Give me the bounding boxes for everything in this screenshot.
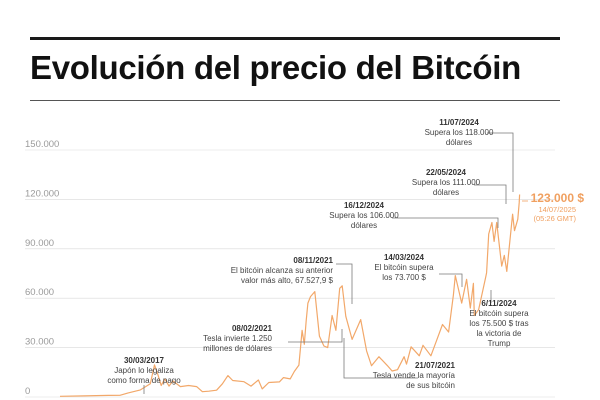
annotation-leader-line [343,338,418,379]
annotation-text: los 73.700 $ [382,273,426,282]
annotation-leader-line [392,217,499,228]
annotation-text: valor más alto, 67.527,9 $ [241,276,334,285]
annotation-date: 11/07/2024 [439,118,479,127]
price-line [59,194,521,397]
current-price-label: 123.000 $14/07/2025(05:26 GMT) [522,191,584,223]
annotation-text: dólares [433,188,459,197]
annotation-date: 30/03/2017 [124,356,165,365]
annotation-date: 21/07/2021 [415,361,456,370]
y-tick-label: 120.000 [25,188,59,199]
annotation-leader-line [288,329,343,343]
y-tick-label: 90.000 [25,238,54,249]
price-series [59,194,521,397]
chart-grid [25,149,555,398]
annotation-text: El bitcóin supera [469,309,529,318]
annotation-text: dólares [351,221,377,230]
annotation-date: 22/05/2024 [426,168,467,177]
annotation-text: la victoria de [477,329,522,338]
current-price-date: 14/07/2025 [538,205,576,214]
annotation-date: 16/12/2024 [344,201,385,210]
annotation-leader-line [439,273,463,287]
annotation-text: El bitcóin supera [374,263,434,272]
annotation-text: millones de dólares [203,344,272,353]
annotation-text: como forma de pago [107,376,181,385]
title-bottom-rule [30,100,560,101]
current-price-time: (05:26 GMT) [533,214,576,223]
annotation-date: 6/11/2024 [481,299,517,308]
annotation-date: 08/11/2021 [293,256,333,265]
annotation-text: dólares [446,138,472,147]
annotation-text: los 75.500 $ tras [469,319,528,328]
annotation-text: de sus bitcóin [406,381,455,390]
y-tick-label: 30.000 [25,337,54,348]
annotation-date: 14/03/2024 [384,253,425,262]
y-tick-label: 150.000 [25,139,59,150]
annotation-text: Tesla invierte 1.250 [203,334,272,343]
annotation-date: 08/02/2021 [232,324,273,333]
annotation-text: Supera los 106.000 [329,211,399,220]
chart-title: Evolución del precio del Bitcóin [30,49,521,86]
annotation-leader-line [487,132,514,192]
annotation-text: Tesla vende la mayoría [373,371,456,380]
title-top-rule [30,37,560,40]
y-tick-label: 0 [25,386,30,397]
y-tick-label: 60.000 [25,287,54,298]
annotation-leader-line [336,263,353,304]
y-axis-ticks: 0 30.000 60.000 90.000 120.000 150.000 [25,139,59,397]
annotation-text: El bitcóin alcanza su anterior [231,266,334,275]
annotation-text: Japón lo legaliza [114,366,174,375]
current-price-value: 123.000 $ [531,191,585,205]
annotation-text: Supera los 118.000 [425,128,494,137]
annotation-text: Trump [488,339,511,348]
annotation-text: Supera los 111.000 [412,178,481,187]
annotation-leader-line [474,184,507,204]
